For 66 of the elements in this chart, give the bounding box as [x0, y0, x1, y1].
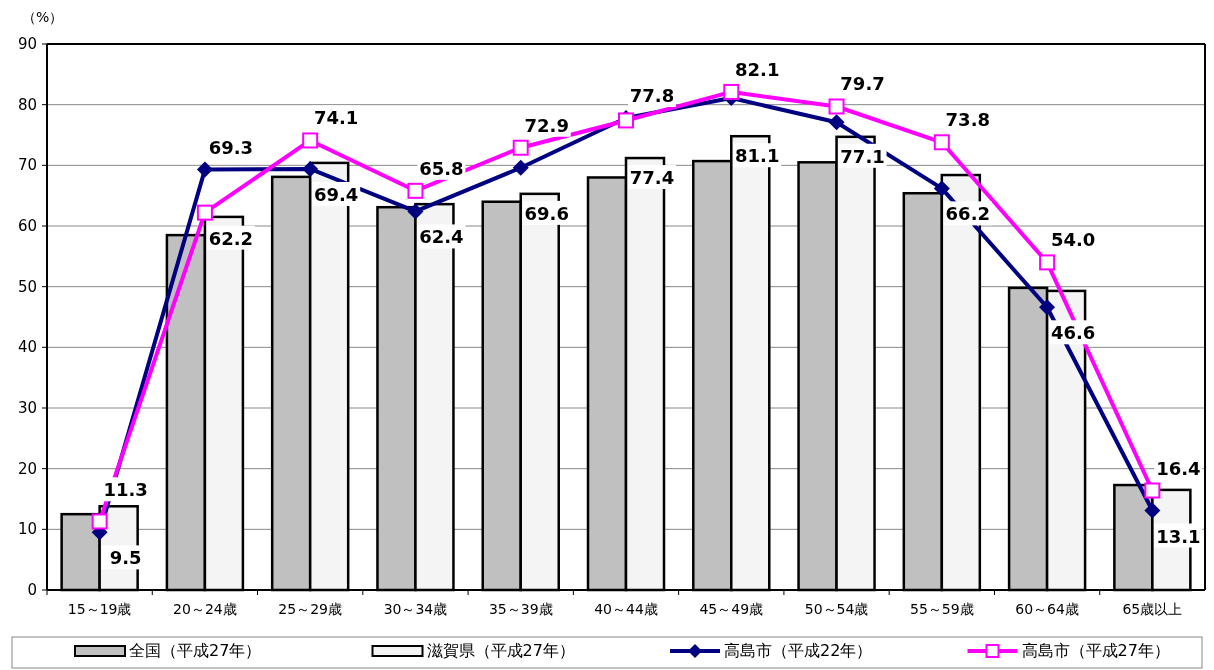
- x-tick-label: 30～34歳: [383, 601, 448, 617]
- data-label: 69.6: [524, 202, 569, 224]
- data-label: 77.1: [840, 145, 885, 167]
- x-tick-label: 35～39歳: [488, 601, 553, 617]
- data-label: 13.1: [1156, 525, 1201, 547]
- data-label: 54.0: [1050, 229, 1096, 251]
- data-label: 69.4: [313, 183, 359, 205]
- x-tick-label: 20～24歳: [173, 601, 237, 617]
- point: [828, 114, 845, 131]
- data-label: 77.4: [629, 167, 675, 189]
- point: [723, 83, 740, 100]
- y-tick-label: 40: [17, 338, 37, 357]
- y-tick-label: 20: [17, 459, 37, 478]
- legend-label: 高島市（平成27年）: [1021, 641, 1170, 660]
- point: [828, 98, 845, 115]
- data-label: 69.3: [208, 136, 254, 158]
- legend-label: 全国（平成27年）: [129, 641, 262, 660]
- point: [302, 160, 319, 177]
- data-label: 11.3: [103, 479, 148, 501]
- y-tick-label: 80: [17, 95, 37, 114]
- x-tick-label: 60～64歳: [1015, 601, 1079, 617]
- x-tick-label: 40～44歳: [594, 601, 658, 617]
- y-tick-label: 90: [17, 35, 37, 53]
- y-tick-label: 60: [17, 217, 37, 235]
- x-tick-label: 50～54歳: [804, 601, 869, 617]
- point: [196, 204, 213, 221]
- data-label: 16.4: [1156, 457, 1201, 479]
- data-label: 79.7: [840, 73, 885, 95]
- x-tick-label: 65歳以上: [1122, 601, 1183, 617]
- point: [1039, 299, 1056, 316]
- point: [407, 203, 424, 220]
- point: [196, 161, 213, 178]
- data-label: 62.4: [419, 226, 464, 248]
- point: [933, 180, 950, 197]
- data-label: 62.2: [208, 227, 254, 249]
- x-tick-label: 15～19歳: [67, 601, 132, 617]
- y-tick-label: 10: [17, 520, 37, 539]
- x-tick-label: 45～49歳: [699, 601, 764, 617]
- x-tick-label: 55～59歳: [910, 601, 974, 617]
- legend-label: 高島市（平成22年）: [724, 641, 873, 660]
- y-tick-label: 0: [27, 581, 37, 599]
- y-tick-label: 50: [17, 277, 37, 296]
- data-label: 65.8: [419, 157, 464, 179]
- y-tick-label: 30: [17, 399, 37, 417]
- data-label: 72.9: [524, 114, 569, 136]
- point: [407, 182, 424, 199]
- point: [302, 132, 319, 149]
- point: [512, 139, 529, 156]
- point: [1039, 254, 1056, 271]
- y-tick-label: 70: [17, 156, 37, 175]
- data-label: 74.1: [313, 107, 359, 129]
- point: [91, 513, 108, 530]
- point: [933, 134, 950, 151]
- data-label: 81.1: [735, 145, 780, 167]
- data-label: 73.8: [945, 109, 991, 131]
- legend-label: 滋賀県（平成27年）: [426, 641, 575, 660]
- data-label: 66.2: [945, 203, 991, 225]
- data-label: 9.5: [109, 547, 142, 569]
- data-label: 82.1: [735, 58, 780, 80]
- point: [1144, 482, 1161, 499]
- data-label: 46.6: [1050, 322, 1096, 344]
- x-tick-label: 25～29歳: [278, 601, 342, 617]
- point: [512, 159, 529, 176]
- point: [1144, 502, 1161, 519]
- data-label: 77.8: [629, 85, 675, 107]
- y-axis-title: （%）: [22, 9, 64, 25]
